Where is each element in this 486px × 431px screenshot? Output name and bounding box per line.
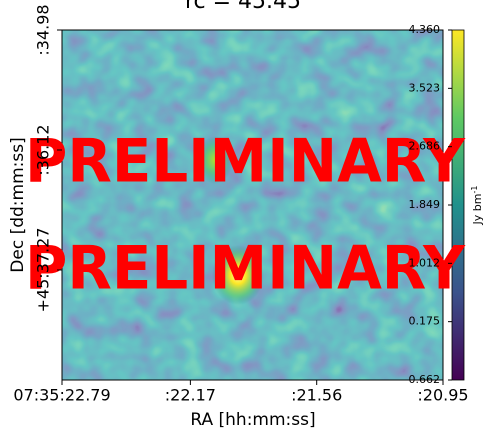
y-tick-label: +45:37.27 xyxy=(34,227,53,312)
colorbar-tick-label: 0.175 xyxy=(409,315,441,328)
colorbar-tick-label: -0.662 xyxy=(405,373,440,386)
source xyxy=(212,245,264,305)
x-tick-label: 07:35:22.79 xyxy=(13,386,110,405)
x-axis-label: RA [hh:mm:ss] xyxy=(190,410,315,430)
colorbar-label: Jy bm-1 xyxy=(470,186,485,226)
x-tick-label: :22.17 xyxy=(165,386,216,405)
colorbar-tick-label: 1.012 xyxy=(409,256,441,269)
colorbar-tick-label: 3.523 xyxy=(409,81,441,94)
image xyxy=(62,30,443,380)
y-axis-label: Dec [dd:mm:ss] xyxy=(8,137,28,272)
watermark: PRELIMINARY xyxy=(25,234,466,304)
x-tick-label: :20.95 xyxy=(417,386,468,405)
chart-title: rc = 45.45 xyxy=(185,0,301,14)
plot-frame xyxy=(61,29,444,381)
y-tick-label: :36.12 xyxy=(34,124,53,175)
source xyxy=(197,136,233,184)
x-tick-label: :21.56 xyxy=(291,386,342,405)
colorbar-label-text: Jy bm xyxy=(471,194,484,226)
colorbar-tick-label: 4.360 xyxy=(409,23,441,36)
image-background xyxy=(62,30,443,380)
colorbar-label-exponent: -1 xyxy=(470,186,479,194)
colorbar xyxy=(451,29,465,381)
colorbar-tick-label: 2.686 xyxy=(409,140,441,153)
colorbar-tick-label: 1.849 xyxy=(409,198,441,211)
watermark: PRELIMINARY xyxy=(25,127,466,197)
y-tick-label: :34.98 xyxy=(34,4,53,55)
